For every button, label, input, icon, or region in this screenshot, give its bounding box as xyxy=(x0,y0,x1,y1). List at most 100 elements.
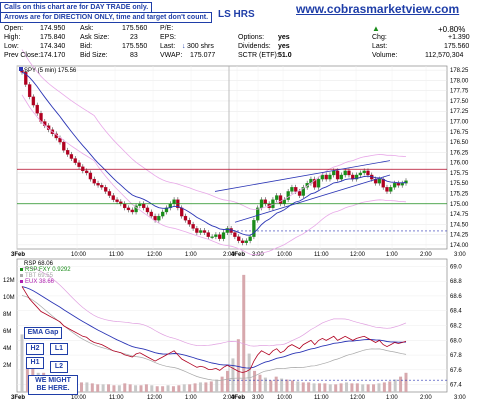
low-value: 174.340 xyxy=(40,43,66,50)
volume-bar xyxy=(177,385,181,392)
candle-body xyxy=(347,170,351,176)
candle-body xyxy=(88,172,93,180)
upper-y-tick-label: 177.75 xyxy=(450,89,469,95)
candle-body xyxy=(183,215,188,221)
legend-swatch xyxy=(20,280,23,283)
volume-bar xyxy=(242,274,246,392)
upper-x-tick-label: 12:00 xyxy=(350,252,366,258)
volume-bar xyxy=(290,380,294,392)
upper-x-tick-label: 3:00 xyxy=(252,252,264,258)
volume-bar xyxy=(285,379,289,392)
high-value: 175.840 xyxy=(40,34,66,41)
candle-body xyxy=(400,183,404,186)
last-label: Last: xyxy=(372,43,388,50)
vwap-label: VWAP: xyxy=(160,52,183,59)
candle-body xyxy=(385,187,389,192)
volume-bar xyxy=(269,380,273,392)
lower-x-tick-label: 3:00 xyxy=(454,395,466,401)
volume-bar xyxy=(25,363,29,392)
prev-close-label: Prev Close: xyxy=(4,52,41,59)
open-label: Open: xyxy=(4,25,24,32)
volume-bar xyxy=(123,383,127,392)
candle-body xyxy=(58,137,62,143)
candle-body xyxy=(62,141,66,151)
volume-bar xyxy=(96,384,100,392)
volume-bar xyxy=(101,384,105,392)
legend-swatch xyxy=(20,268,23,271)
upper-y-tick-label: 174.25 xyxy=(450,233,469,239)
lower-y-tick-label: 67.8 xyxy=(450,353,462,359)
l2-button[interactable]: L2 xyxy=(50,361,68,373)
volume-bar xyxy=(79,382,83,392)
candle-body xyxy=(191,224,195,229)
upper-y-tick-label: 176.75 xyxy=(450,130,469,136)
candle-body xyxy=(244,240,248,243)
volume-bar xyxy=(393,379,397,392)
candle-body xyxy=(275,195,279,200)
ema-gap-button[interactable]: EMA Gap xyxy=(24,327,62,339)
lower-x-tick-label: 3Feb xyxy=(11,395,25,401)
volume-bar xyxy=(253,370,257,392)
upper-y-tick-label: 178.25 xyxy=(450,68,469,74)
rsp-line xyxy=(21,286,407,373)
volume-bar xyxy=(317,383,321,392)
lower-y-tick-label: 68.4 xyxy=(450,309,462,315)
lower-x-tick-label: 11:00 xyxy=(314,395,329,401)
bid-size-label: Bid Size: xyxy=(80,52,108,59)
upper-x-tick-label: 10:00 xyxy=(71,252,87,258)
lower-x-tick-label: 12:00 xyxy=(350,395,366,401)
l1-button[interactable]: L1 xyxy=(50,343,68,355)
upper-y-tick-label: 175.00 xyxy=(450,202,469,208)
h1-button[interactable]: H1 xyxy=(26,357,44,369)
lower-x-tick-label: 12:00 xyxy=(147,395,163,401)
lower-x-tick-label: 3:00 xyxy=(252,395,264,401)
lower-x-tick-label: 10:00 xyxy=(71,395,87,401)
candle-body xyxy=(218,234,222,239)
candle-body xyxy=(206,232,210,237)
lower-rsp-panel: 69.0 68.8 68.6 68.4 68.2 68.0 67.8 67.6 67.4 12M 1… xyxy=(3,258,466,401)
candle-body xyxy=(115,199,119,202)
volume-value: 112,570,304 xyxy=(425,52,464,59)
volume-bar xyxy=(334,384,338,392)
vwap-value: 175.077 xyxy=(190,52,216,59)
candle-body xyxy=(392,183,397,188)
eux-line xyxy=(21,267,407,347)
volume-bar xyxy=(263,377,267,392)
candle-body xyxy=(294,187,298,192)
volume-tick-label: 10M xyxy=(3,295,15,301)
dividends-value: yes xyxy=(278,43,290,50)
volume-bar xyxy=(139,385,143,392)
upper-y-tick-label: 176.50 xyxy=(450,140,469,146)
volume-bar xyxy=(193,383,197,392)
candle-body xyxy=(27,84,32,97)
site-link[interactable]: www.cobrasmarketview.com xyxy=(294,2,462,16)
pe-label: P/E: xyxy=(160,25,174,32)
candle-body xyxy=(366,170,370,176)
note-direction: Arrows are for DIRECTION ONLY, time and … xyxy=(0,12,213,23)
lower-y-tick-label: 67.4 xyxy=(450,383,462,389)
upper-x-tick-label: 2:00 xyxy=(420,252,432,258)
candle-body xyxy=(92,178,96,184)
volume-bar xyxy=(198,382,202,392)
candle-body xyxy=(107,191,112,196)
upper-y-tick-label: 175.75 xyxy=(450,171,469,177)
volume-bar xyxy=(144,384,148,392)
volume-bar xyxy=(155,386,159,392)
up-triangle-icon: ▲ xyxy=(372,24,380,33)
volume-bar xyxy=(209,381,213,392)
volume-bar xyxy=(361,384,365,392)
bollinger-upper-line xyxy=(21,49,407,210)
h2-button[interactable]: H2 xyxy=(26,343,44,355)
candle-body xyxy=(290,187,294,192)
lower-y-tick-label: 68.6 xyxy=(450,294,462,300)
upper-y-tick-label: 174.75 xyxy=(450,212,469,218)
we-might-be-here-button[interactable]: WE MIGHT BE HERE. xyxy=(28,375,78,395)
ask-size-label: Ask Size: xyxy=(80,34,110,41)
candle-body xyxy=(35,104,39,114)
upper-plot-frame xyxy=(16,65,448,250)
volume-bar xyxy=(388,381,392,392)
sctr-label: SCTR (ETF): xyxy=(238,52,279,59)
candle-body xyxy=(256,207,260,221)
last-size-label: Last: xyxy=(160,43,176,50)
